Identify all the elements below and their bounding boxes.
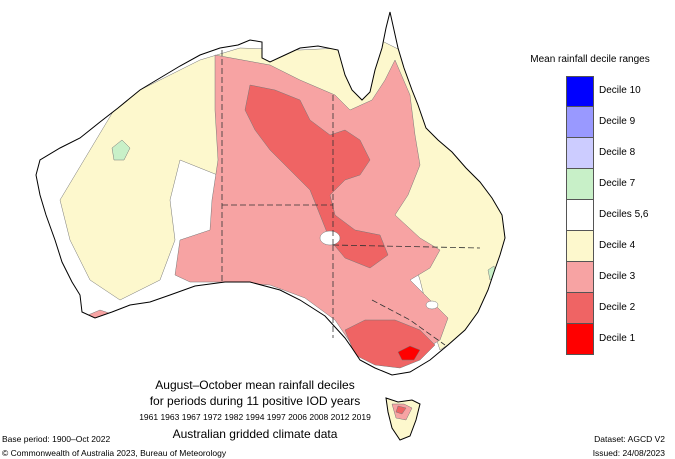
border-sa-qld-nsw <box>332 244 481 249</box>
legend-swatch <box>566 262 594 293</box>
legend: Decile 10 Decile 9 Decile 8 Decile 7 Deciles… <box>566 76 661 355</box>
legend-item: Decile 8 <box>566 138 661 169</box>
white-patch-2 <box>425 300 439 310</box>
caption-subtitle: for periods during 11 positive IOD years <box>149 394 361 408</box>
caption-years: 1961 1963 1967 1972 1982 1994 1997 2006 … <box>139 412 371 422</box>
legend-label: Deciles 5,6 <box>599 209 649 220</box>
legend-swatch <box>566 324 594 355</box>
caption-source: Australian gridded climate data <box>172 427 338 441</box>
decile-1-spot <box>397 345 421 361</box>
legend-swatch <box>566 138 594 169</box>
legend-swatch <box>566 169 594 200</box>
legend-label: Decile 2 <box>599 302 636 313</box>
legend-swatch <box>566 76 594 107</box>
decile-7-patch-west <box>111 139 131 161</box>
legend-item: Deciles 5,6 <box>566 200 661 231</box>
legend-label: Decile 8 <box>599 147 636 158</box>
tasmania-decile-2 <box>395 405 407 415</box>
legend-label: Decile 7 <box>599 178 636 189</box>
legend-item: Decile 7 <box>566 169 661 200</box>
legend-label: Decile 10 <box>599 85 641 96</box>
australia-mainland <box>35 11 506 376</box>
decile-2-central <box>244 84 389 269</box>
base-period: Base period: 1900–Oct 2022 <box>2 434 111 444</box>
legend-item: Decile 9 <box>566 107 661 138</box>
legend-label: Decile 3 <box>599 271 636 282</box>
legend-label: Decile 9 <box>599 116 636 127</box>
legend-item: Decile 4 <box>566 231 661 262</box>
legend-swatch <box>566 293 594 324</box>
australia-rainfall-decile-map <box>35 11 506 441</box>
legend-swatch <box>566 200 594 231</box>
copyright: © Commonwealth of Australia 2023, Bureau… <box>2 448 227 458</box>
tasmania <box>385 397 421 441</box>
decile-3-region <box>174 54 449 366</box>
legend-item: Decile 3 <box>566 262 661 293</box>
legend-item: Decile 10 <box>566 76 661 107</box>
border-nsw-vic <box>371 299 446 346</box>
mainland-coastline <box>35 11 506 376</box>
legend-item: Decile 2 <box>566 293 661 324</box>
legend-title: Mean rainfall decile ranges <box>530 54 650 65</box>
state-borders <box>221 50 481 346</box>
legend-label: Decile 1 <box>599 333 636 344</box>
legend-item: Decile 1 <box>566 324 661 355</box>
legend-swatch <box>566 107 594 138</box>
white-patch-1 <box>319 230 341 246</box>
dataset: Dataset: AGCD V2 <box>594 434 665 444</box>
legend-label: Decile 4 <box>599 240 636 251</box>
caption-title: August–October mean rainfall deciles <box>155 378 355 392</box>
legend-swatch <box>566 231 594 262</box>
issued-date: Issued: 24/08/2023 <box>592 448 665 458</box>
